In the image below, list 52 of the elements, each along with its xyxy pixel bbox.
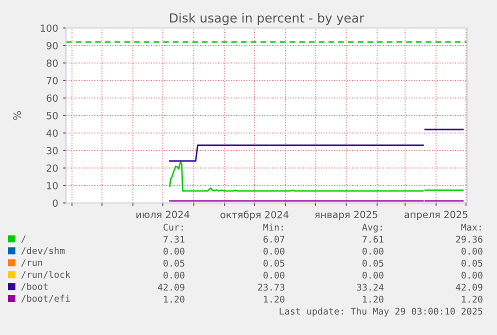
text: 0.00	[362, 272, 384, 279]
text: Min:	[263, 224, 283, 231]
y-tick-label: 90	[46, 42, 58, 50]
text: 42.09	[456, 284, 482, 291]
text: Last update: Thu May 29 03:00:10 2025	[280, 308, 482, 316]
text: 0.05	[462, 260, 482, 267]
y-tick-label: 60	[46, 94, 58, 102]
text: Cur:	[164, 224, 183, 231]
text: 0.05	[164, 260, 184, 267]
text: 0.00	[462, 248, 482, 255]
text: Avg:	[362, 224, 382, 232]
text: 0.05	[362, 260, 384, 267]
text: 1.20	[363, 296, 384, 303]
text: 7.31	[164, 236, 184, 243]
text: 33.24	[357, 284, 384, 291]
text: 42.09	[158, 284, 184, 291]
y-tick-label: 50	[46, 112, 58, 120]
chart-title: Disk usage in percent - by year	[170, 12, 364, 26]
text: 1.20	[462, 296, 482, 303]
x-tick-label: июля 2024	[136, 210, 190, 218]
text: 0.00	[264, 248, 284, 255]
text: 0.00	[362, 248, 384, 255]
legend-label: /run/lock	[21, 270, 70, 279]
legend-label: /boot	[21, 282, 48, 291]
text: 29.36	[456, 236, 482, 243]
x-tick-label: апреля 2025	[404, 210, 468, 220]
y-tick-label: 30	[46, 146, 58, 154]
y-tick-label: 70	[46, 76, 58, 84]
text: 23.73	[258, 284, 284, 291]
text: 0.00	[264, 272, 284, 279]
legend-label: /	[21, 235, 26, 243]
y-tick-label: 10	[47, 182, 58, 190]
text: 0.00	[164, 272, 184, 279]
y-tick-label: 20	[46, 164, 58, 172]
y-tick-label: 80	[46, 59, 58, 67]
text: 0.00	[462, 272, 482, 279]
text: Max:	[461, 224, 481, 231]
text: 0.05	[264, 260, 284, 267]
y-tick-label: 100	[40, 24, 58, 32]
y-axis-title: %	[13, 111, 22, 120]
text: 1.20	[164, 296, 184, 303]
y-tick-label: 40	[46, 129, 58, 137]
legend-label: /run	[21, 259, 42, 267]
text: 1.20	[264, 296, 284, 303]
x-tick-label: октября 2024	[220, 210, 289, 220]
legend-label: /dev/shm	[21, 246, 65, 255]
y-tick-label: 0	[52, 199, 58, 207]
text: 7.61	[362, 236, 384, 243]
text: 0.00	[164, 248, 184, 255]
legend-label: /boot/efi	[21, 294, 70, 303]
x-tick-label: января 2025	[314, 210, 378, 220]
text: 6.07	[264, 236, 284, 243]
